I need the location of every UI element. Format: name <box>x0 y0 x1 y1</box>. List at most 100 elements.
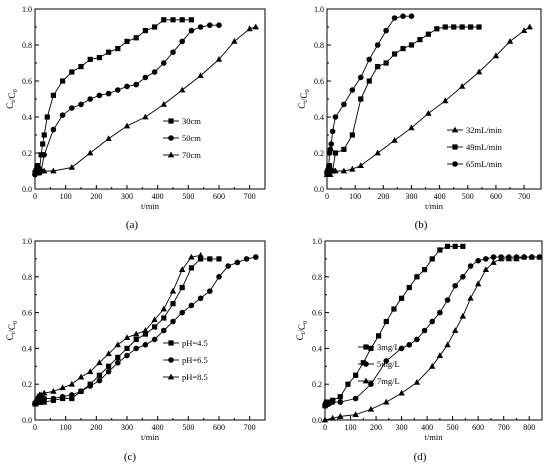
data-point <box>78 64 84 70</box>
data-point <box>197 24 204 30</box>
data-point <box>253 254 259 260</box>
data-point <box>349 165 356 172</box>
data-point <box>188 17 194 23</box>
plot-frame <box>324 240 543 421</box>
x-axis-label: t/min <box>141 432 160 442</box>
data-point <box>87 56 93 62</box>
x-tick-label: 0 <box>325 192 329 201</box>
data-point <box>376 333 382 339</box>
panel-caption: (d) <box>414 451 427 463</box>
data-point <box>417 37 423 43</box>
data-point <box>59 393 66 400</box>
data-point <box>337 394 343 400</box>
data-point <box>179 309 185 316</box>
x-tick-label: 300 <box>121 423 133 432</box>
data-point <box>437 309 443 316</box>
series-30cm: 30cm <box>32 17 201 176</box>
data-point <box>69 395 75 402</box>
data-point <box>105 368 112 375</box>
data-point <box>408 13 415 19</box>
data-point <box>360 360 366 366</box>
data-point <box>452 327 459 333</box>
legend-label: pH=8.5 <box>182 372 208 382</box>
data-point <box>77 373 85 380</box>
x-tick-label: 0 <box>33 192 37 201</box>
data-point <box>96 377 103 384</box>
y-axis-label: Ct/C0 <box>5 89 19 109</box>
panel-caption: (a) <box>126 219 139 231</box>
x-tick-label: 200 <box>90 423 102 432</box>
data-point <box>142 28 148 34</box>
data-point <box>383 358 390 364</box>
legend-marker <box>168 118 174 124</box>
data-point <box>398 389 405 396</box>
data-point <box>475 257 481 264</box>
series-line <box>325 256 540 407</box>
series-65mL/min: 65mL/min <box>324 13 503 176</box>
data-point <box>497 255 505 262</box>
data-point <box>133 345 139 352</box>
data-point <box>444 243 451 249</box>
data-point <box>123 334 131 341</box>
legend-label: 32mL/min <box>466 125 503 135</box>
legend-marker <box>362 377 370 384</box>
data-point <box>413 379 421 385</box>
legend-marker <box>363 361 369 367</box>
data-point <box>142 327 149 333</box>
data-point <box>341 146 347 152</box>
y-tick-label: 1.0 <box>22 5 32 14</box>
y-tick-label: 0.6 <box>22 309 32 318</box>
data-point <box>332 114 339 120</box>
data-point <box>329 414 336 421</box>
data-point <box>50 387 57 394</box>
data-point <box>358 96 364 102</box>
data-point <box>41 399 47 405</box>
data-point <box>383 27 389 34</box>
chart-panel-1: 0 100 200 300 400 500 600 700 0.0 0.2 0.4 0.6 0.8 1.0… <box>5 5 266 231</box>
data-point <box>142 331 148 337</box>
data-point <box>40 141 46 147</box>
data-point <box>41 152 47 158</box>
data-point <box>106 49 112 55</box>
x-tick-label: 100 <box>60 423 72 432</box>
data-point <box>50 92 56 98</box>
data-point <box>345 381 351 387</box>
legend-marker <box>452 144 458 150</box>
data-point <box>133 336 139 343</box>
data-point <box>490 254 497 260</box>
data-point <box>69 105 75 111</box>
data-point <box>133 35 139 41</box>
data-point <box>436 352 444 358</box>
data-point <box>437 247 443 253</box>
x-tick-label: 300 <box>396 423 408 432</box>
data-point <box>38 152 44 158</box>
data-point <box>528 253 535 260</box>
data-point <box>383 60 389 66</box>
y-tick-label: 0.0 <box>314 185 324 194</box>
data-point <box>460 243 466 249</box>
data-point <box>78 101 84 108</box>
data-point <box>234 259 241 266</box>
data-point <box>425 31 431 37</box>
data-point <box>442 97 449 104</box>
x-axis-label: t/min <box>425 201 444 211</box>
data-point <box>520 253 528 260</box>
x-tick-label: 400 <box>434 192 446 201</box>
data-point <box>352 395 359 402</box>
data-point <box>197 295 204 302</box>
data-point <box>349 132 355 138</box>
series-line <box>326 15 412 173</box>
data-point <box>490 259 497 265</box>
x-tick-label: 100 <box>345 423 357 432</box>
data-point <box>124 345 130 351</box>
x-tick-label: 700 <box>244 192 256 201</box>
data-point <box>41 132 47 138</box>
data-point <box>451 24 457 30</box>
data-point <box>536 253 543 260</box>
data-point <box>483 256 489 262</box>
x-axis-label: t/min <box>141 201 160 211</box>
data-point <box>492 52 500 59</box>
x-tick-label: 300 <box>121 192 133 201</box>
series-70cm: 70cm <box>31 23 259 176</box>
